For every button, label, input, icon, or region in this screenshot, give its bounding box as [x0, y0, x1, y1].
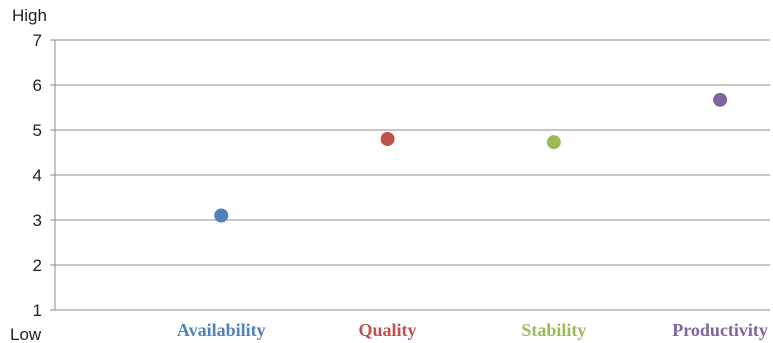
category-label-productivity: Productivity	[672, 320, 768, 340]
category-label-quality: Quality	[359, 320, 417, 340]
y-tick-label: 7	[33, 31, 42, 50]
data-points	[214, 92, 728, 223]
data-point-stability	[546, 135, 561, 150]
y-axis-ticks: 1 2 3 4 5 6 7	[33, 31, 55, 320]
y-axis-high-label: High	[12, 6, 47, 25]
data-point-availability	[214, 208, 229, 223]
grid-lines	[55, 39, 770, 311]
y-tick-label: 2	[33, 256, 42, 275]
data-point-productivity	[713, 92, 728, 107]
category-label-availability: Availability	[177, 320, 266, 340]
y-tick-label: 5	[33, 121, 42, 140]
category-label-stability: Stability	[521, 320, 586, 340]
data-point-quality	[380, 132, 395, 146]
y-tick-label: 6	[33, 76, 42, 95]
category-labels: Availability Quality Stability Productivity	[177, 320, 768, 340]
y-tick-label: 4	[33, 166, 42, 185]
y-axis-low-label: Low	[10, 325, 42, 343]
y-tick-label: 1	[33, 301, 42, 320]
y-tick-label: 3	[33, 211, 42, 230]
